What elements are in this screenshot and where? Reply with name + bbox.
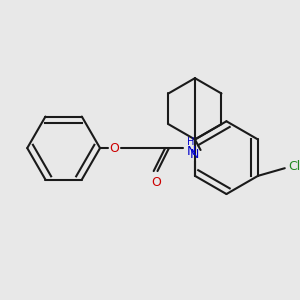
- Text: H: H: [187, 137, 195, 147]
- Text: O: O: [152, 176, 161, 189]
- Text: Cl: Cl: [288, 160, 300, 173]
- Text: N: N: [190, 148, 200, 161]
- Text: O: O: [110, 142, 119, 154]
- Text: N: N: [186, 146, 196, 158]
